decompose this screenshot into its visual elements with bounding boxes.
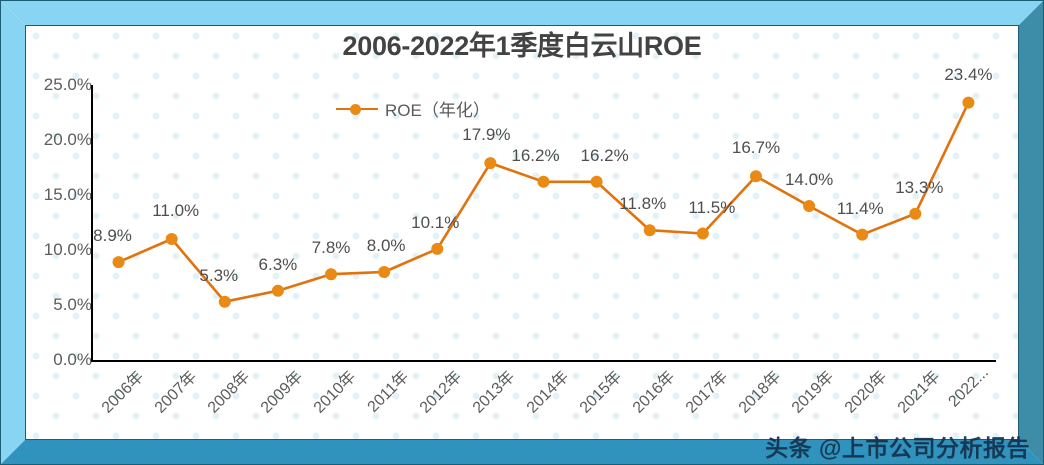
series-marker [431,242,444,255]
frame-bevel-top [0,0,1044,26]
series-marker [165,233,178,245]
data-point-label: 5.3% [199,265,239,285]
x-axis-tick-label: 2014年 [523,368,572,417]
data-point-label: 16.7% [731,138,781,158]
y-axis-line [91,85,94,361]
series-marker [962,96,975,109]
data-point-label: 11.4% [836,198,884,218]
x-axis-tick-label: 2016年 [629,368,678,417]
x-axis-tick-label: 2017年 [682,368,732,417]
x-axis-tick-label: 2011年 [364,368,413,416]
x-axis-tick-label: 2020年 [841,368,891,417]
data-point-label: 10.1% [411,212,460,232]
data-point-label: 11.5% [688,197,736,217]
y-axis-tick-label: 0.0% [53,350,92,369]
data-point-label: 14.0% [784,170,834,189]
chart-legend: ROE（年化） [336,96,490,121]
data-point-label: 16.2% [511,145,560,165]
x-axis-tick-label: 2018年 [735,368,785,417]
x-axis-tick-label: 2015年 [576,368,625,417]
frame-bevel-bottom [0,439,1044,465]
data-point-label: 11.8% [619,194,667,214]
chart-title: 2006-2022年1季度白云山ROE [342,31,702,61]
y-axis-tick-label: 5.0% [53,295,92,314]
series-marker [378,266,391,278]
y-axis-tick-label: 25.0% [43,75,92,94]
data-point-label: 7.8% [311,238,351,258]
series-marker [325,268,338,281]
series-marker [484,157,497,170]
series-marker [909,207,922,220]
x-axis-tick-label: 2019年 [788,368,838,417]
y-axis-tick-labels: 25.0% 20.0% 15.0% 10.0% 5.0% 0.0% [26,75,92,369]
series-marker [803,200,816,212]
x-axis-tick-label: 2009年 [257,368,307,417]
data-point-label: 8.9% [93,226,132,246]
series-marker [271,284,284,297]
frame-bevel-left [0,0,26,465]
x-axis-tick-label: 2010年 [310,368,360,417]
x-axis-tick-label: 2008年 [204,368,254,417]
plot-area: 8.9% 11.0% 5.3% 6.3% 7.8% 8.0% 10.1% 17.9% 16.2%… [91,65,996,363]
x-axis-tick-label: 2012年 [416,368,466,417]
watermark: 头条 @上市公司分析报告 [765,435,1030,461]
x-axis-tick-label: 2006年 [98,368,147,417]
data-point-label: 11.0% [152,201,200,220]
series-marker [112,256,125,269]
y-axis-tick-label: 10.0% [43,240,92,259]
chart-canvas: 2006-2022年1季度白云山ROE ROE（年化） 25.0% 20.0% 15… [26,26,1018,439]
data-point-label: 13.3% [895,177,944,197]
data-point-label: 8.0% [366,236,406,255]
x-axis-tick-label: 2022... [945,364,993,411]
series-marker [537,175,550,188]
x-axis-tick-labels: 2006年 2007年 2008年 2009年 2010年 2011年 2012年 2013年… [92,364,995,434]
legend-label: ROE（年化） [385,101,490,120]
series-marker [218,295,231,308]
data-point-label: 23.4% [944,64,993,84]
x-axis-tick-label: 2021年 [895,368,944,417]
series-marker [749,170,762,183]
roe-line-series [112,96,975,308]
frame-bevel-right [1018,0,1044,465]
y-axis-tick-label: 20.0% [43,130,92,149]
data-point-label: 6.3% [258,254,298,274]
data-point-label: 16.2% [580,145,629,165]
data-point-label: 17.9% [462,125,511,145]
x-axis-tick-label: 2007年 [151,368,200,417]
series-marker [696,227,709,240]
x-axis-tick-label: 2013年 [470,368,519,417]
legend-marker-icon [336,102,378,116]
y-axis-tick-label: 15.0% [43,185,92,204]
series-marker [590,175,603,188]
series-marker [643,224,656,237]
series-marker [856,228,869,241]
x-axis-line [91,360,996,363]
